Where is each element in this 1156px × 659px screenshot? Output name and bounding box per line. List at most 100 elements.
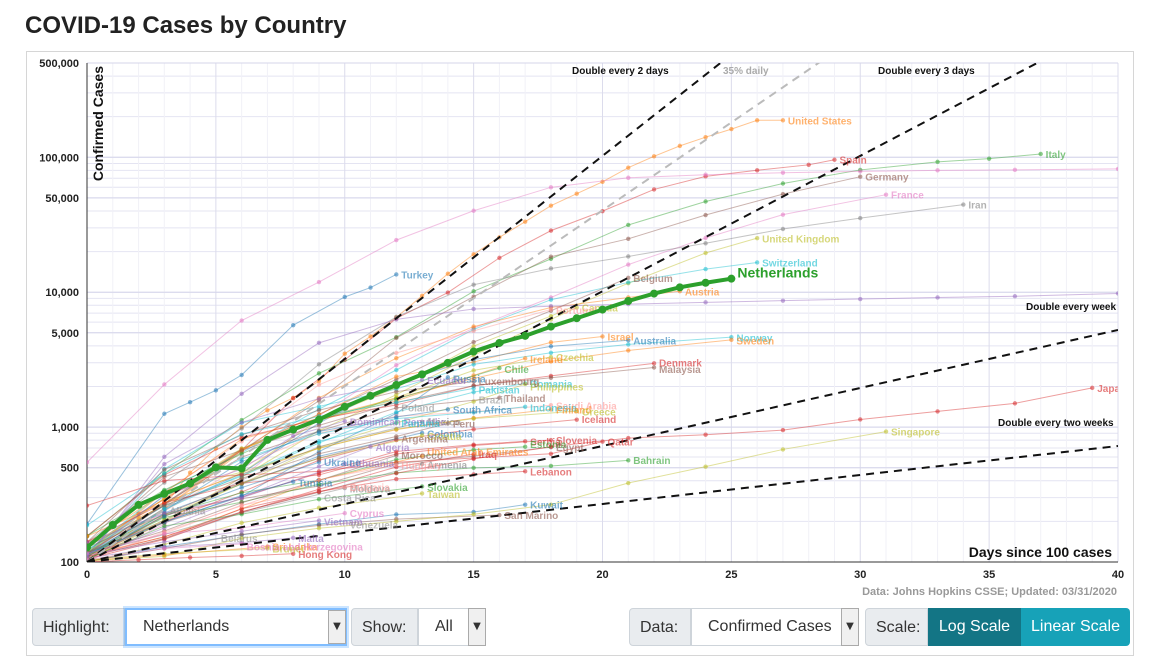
series-point bbox=[1012, 294, 1018, 299]
series-point bbox=[87, 551, 90, 556]
log-scale-button[interactable]: Log Scale bbox=[928, 608, 1021, 646]
highlighted-series-point bbox=[289, 425, 298, 434]
series-point bbox=[239, 536, 244, 541]
series-line bbox=[87, 153, 1041, 537]
series-point bbox=[419, 433, 425, 438]
highlighted-series-point bbox=[237, 464, 246, 473]
highlight-select[interactable]: Netherlands bbox=[125, 608, 347, 646]
highlighted-series-point bbox=[495, 338, 504, 347]
series-point bbox=[754, 235, 760, 241]
series-point bbox=[445, 271, 451, 276]
series-label: Ireland bbox=[530, 355, 563, 366]
reference-line bbox=[87, 444, 1118, 562]
series-point bbox=[291, 433, 296, 439]
series-point bbox=[548, 375, 554, 380]
series-point bbox=[394, 512, 399, 517]
highlighted-series-point bbox=[469, 347, 478, 356]
series-point bbox=[471, 410, 476, 415]
series-point bbox=[316, 497, 322, 502]
series-label: Denmark bbox=[659, 359, 702, 370]
series-point bbox=[342, 461, 347, 466]
series-point bbox=[471, 456, 476, 462]
series-point bbox=[162, 478, 167, 483]
series-point bbox=[522, 444, 528, 449]
series-point bbox=[626, 222, 631, 228]
series-point bbox=[497, 365, 502, 371]
series-label: Lebanon bbox=[530, 467, 572, 478]
source-note: Data: Johns Hopkins CSSE; Updated: 03/31… bbox=[862, 586, 1117, 598]
series-point bbox=[187, 470, 193, 475]
series-point bbox=[445, 421, 451, 426]
reference-line-label: Double every 3 days bbox=[878, 66, 975, 77]
series-point bbox=[162, 467, 167, 472]
y-tick-label: 5,000 bbox=[51, 328, 79, 340]
series-point bbox=[162, 514, 167, 519]
chevron-down-icon[interactable]: ▼ bbox=[468, 608, 486, 646]
highlighted-series-point bbox=[134, 500, 143, 509]
series-point bbox=[1038, 151, 1043, 157]
series-label: Venezuela bbox=[350, 520, 399, 531]
chevron-down-icon[interactable]: ▼ bbox=[328, 610, 346, 644]
series-label: Turkey bbox=[401, 271, 433, 282]
chevron-down-icon[interactable]: ▼ bbox=[841, 608, 859, 646]
series-point bbox=[394, 367, 399, 373]
series-point bbox=[677, 143, 683, 149]
series-point bbox=[162, 500, 167, 505]
series-point bbox=[162, 531, 167, 536]
series-label: Slovenia bbox=[556, 436, 598, 447]
series-point bbox=[316, 408, 322, 413]
series-point bbox=[162, 474, 167, 480]
series-point bbox=[87, 523, 90, 528]
series-point bbox=[574, 408, 579, 414]
series-line bbox=[87, 481, 294, 555]
linear-scale-button[interactable]: Linear Scale bbox=[1021, 608, 1130, 646]
series-point bbox=[1090, 385, 1095, 391]
reference-line-label: Double every two weeks bbox=[998, 418, 1114, 429]
series-point bbox=[780, 226, 786, 232]
series-label: Ecuador bbox=[427, 376, 467, 387]
series-point bbox=[87, 503, 90, 508]
series-point bbox=[574, 191, 579, 196]
series-point bbox=[651, 154, 657, 159]
series-point bbox=[316, 382, 322, 387]
series-label: Malaysia bbox=[659, 365, 701, 376]
series-point bbox=[239, 485, 244, 490]
highlighted-series-point bbox=[263, 435, 272, 444]
series-point bbox=[239, 553, 244, 559]
series-point bbox=[419, 377, 425, 383]
series-point bbox=[316, 444, 322, 449]
series-point bbox=[780, 181, 786, 186]
series-point bbox=[522, 502, 528, 507]
series-point bbox=[1012, 167, 1018, 173]
series-point bbox=[471, 306, 476, 312]
series-label: Italy bbox=[1046, 150, 1066, 161]
series-point bbox=[394, 414, 399, 420]
scale-label: Scale: bbox=[865, 608, 928, 646]
series-line bbox=[87, 408, 448, 554]
series-point bbox=[626, 435, 631, 441]
series-point bbox=[368, 334, 373, 339]
series-point bbox=[858, 169, 863, 174]
series-point bbox=[87, 534, 90, 539]
highlighted-series-point bbox=[443, 358, 452, 367]
series-point bbox=[522, 439, 528, 444]
series-point bbox=[162, 546, 167, 551]
highlighted-series-label: Netherlands bbox=[737, 265, 818, 281]
series-point bbox=[471, 362, 476, 367]
series-line bbox=[87, 335, 603, 558]
series-label: Colombia bbox=[427, 429, 473, 440]
covid-chart: 1005001,0005,00010,00050,000100,000500,0… bbox=[39, 58, 1124, 598]
series-point bbox=[316, 396, 322, 401]
series-line bbox=[87, 387, 1093, 560]
series-line bbox=[87, 380, 474, 543]
data-select[interactable]: Confirmed Cases bbox=[691, 608, 859, 646]
series-point bbox=[548, 407, 554, 412]
series-point bbox=[754, 168, 760, 173]
series-label: United Kingdom bbox=[762, 234, 839, 245]
highlighted-series-point bbox=[675, 283, 684, 292]
series-point bbox=[548, 185, 554, 190]
series-point bbox=[806, 162, 811, 168]
series-point bbox=[394, 471, 399, 476]
series-point bbox=[239, 448, 244, 453]
series-point bbox=[626, 342, 631, 347]
